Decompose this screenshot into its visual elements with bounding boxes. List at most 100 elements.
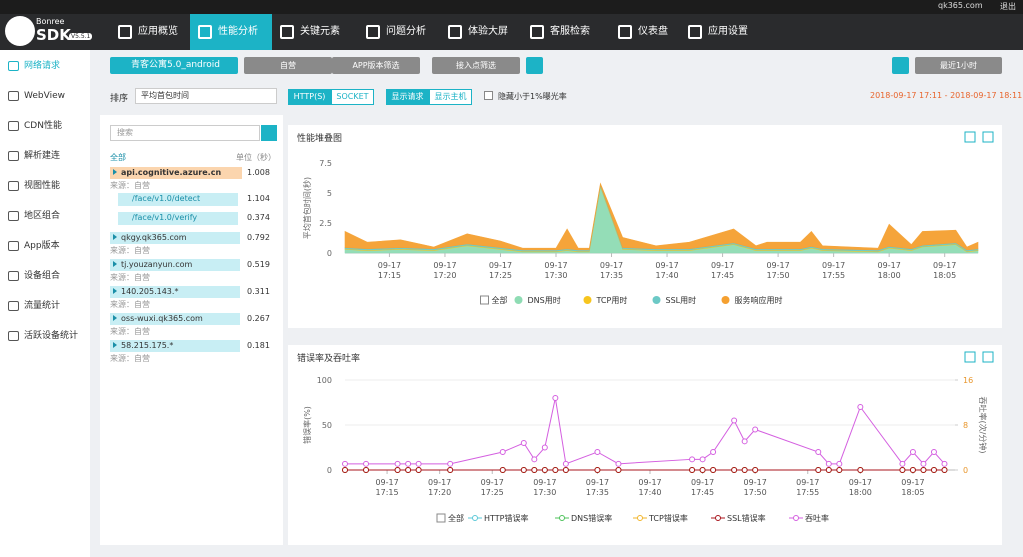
point <box>689 467 696 473</box>
sidebar-item[interactable]: 流量统计 <box>0 295 90 317</box>
sort-select[interactable]: 平均首包时间 <box>135 88 277 104</box>
sidebar-item[interactable]: 视图性能 <box>0 175 90 197</box>
x-tick-label: 09-17 17:15 <box>375 478 399 497</box>
search-button[interactable] <box>261 125 277 141</box>
list-item[interactable]: tj.youzanyun.com <box>110 259 240 271</box>
point <box>342 460 348 467</box>
point <box>520 440 527 446</box>
view[interactable]: 显示主机 <box>429 89 472 105</box>
nav-tab[interactable]: 性能分析 <box>190 14 272 50</box>
path-row[interactable] <box>118 193 238 206</box>
logout[interactable]: 退出 <box>1000 2 1016 11</box>
toolbar-button[interactable]: 自营 <box>244 57 332 74</box>
y-tick-label: 2.5 <box>319 219 332 228</box>
user[interactable]: qk365.com <box>938 1 983 10</box>
path-row[interactable] <box>118 212 238 225</box>
nav-tab[interactable]: 关键元素 <box>272 14 358 50</box>
list-all[interactable]: 全部 <box>110 153 126 162</box>
sidebar-item[interactable]: WebView <box>0 85 90 107</box>
sidebar-item[interactable]: 设备组合 <box>0 265 90 287</box>
chart-panel <box>288 125 1002 328</box>
app-select[interactable]: 青客公寓5.0_android <box>110 57 238 74</box>
path-name: /face/v1.0/verify <box>132 213 198 222</box>
tab-icon <box>280 25 294 39</box>
protocol[interactable]: HTTP(S) <box>288 89 331 105</box>
refresh-icon[interactable] <box>892 57 909 74</box>
legend-swatch <box>514 296 523 304</box>
expand-icon[interactable] <box>113 288 117 294</box>
sidebar-item[interactable]: App版本 <box>0 235 90 257</box>
expand-icon[interactable] <box>113 342 117 348</box>
path-name: /face/v1.0/detect <box>132 194 201 203</box>
tab-icon <box>688 25 702 39</box>
x-tick-label: 09-17 17:40 <box>638 478 662 497</box>
sidebar-item[interactable]: 网络请求 <box>0 55 90 77</box>
nav-tab[interactable]: 客服检索 <box>522 14 610 50</box>
point <box>941 460 948 467</box>
x-tick-label: 09-17 18:05 <box>901 478 925 497</box>
sidebar-item[interactable]: 活跃设备统计 <box>0 325 90 347</box>
point <box>405 467 412 473</box>
point <box>930 449 937 455</box>
sidebar-item[interactable]: 解析建连 <box>0 145 90 167</box>
protocol[interactable]: SOCKET <box>331 89 374 105</box>
legend-label: SSL用时 <box>666 295 697 305</box>
point <box>899 467 906 473</box>
point <box>836 467 843 473</box>
point <box>909 449 916 455</box>
expand-icon[interactable] <box>113 261 117 267</box>
filter-icon[interactable] <box>526 57 543 74</box>
y-tick-label: 5 <box>327 189 332 198</box>
tab-label: 性能分析 <box>218 26 258 37</box>
x-tick-label: 09-17 17:50 <box>743 478 767 497</box>
sidebar-item[interactable]: 地区组合 <box>0 205 90 227</box>
list-item[interactable]: qkgy.qk365.com <box>110 232 240 244</box>
expand-icon[interactable] <box>113 315 117 321</box>
logo-icon <box>5 16 35 46</box>
point <box>405 460 412 467</box>
x-tick-label: 09-17 17:50 <box>766 261 790 280</box>
nav-tab[interactable]: 应用设置 <box>680 14 756 50</box>
range-button[interactable]: 最近1小时 <box>915 57 1002 74</box>
host-source: 来源：自营 <box>110 354 150 363</box>
view[interactable]: 显示请求 <box>386 89 429 105</box>
sidebar-icon <box>8 301 19 311</box>
brand: Bonree <box>36 17 65 26</box>
chart-panel <box>288 345 1002 545</box>
y2-tick-label: 0 <box>963 466 968 475</box>
nav-tab[interactable]: 体验大屏 <box>440 14 522 50</box>
toolbar-button[interactable]: 接入点筛选 <box>432 57 520 74</box>
expand-icon[interactable] <box>113 234 117 240</box>
point <box>920 467 927 473</box>
x-tick-label: 09-17 17:45 <box>710 261 735 280</box>
legend-swatch <box>472 515 478 521</box>
point <box>415 467 422 473</box>
point <box>615 467 622 473</box>
list-item[interactable]: oss-wuxi.qk365.com <box>110 313 240 325</box>
path-value: 0.374 <box>247 213 270 222</box>
checkbox[interactable] <box>484 91 493 100</box>
x-tick-label: 09-17 17:35 <box>599 261 624 280</box>
sidebar-icon <box>8 181 19 191</box>
point <box>531 467 538 473</box>
nav-tab[interactable]: 问题分析 <box>358 14 440 50</box>
host-value: 0.792 <box>247 233 270 242</box>
search-box[interactable]: 搜索 <box>110 125 260 141</box>
date-range: 2018-09-17 17:11 - 2018-09-17 18:11 <box>870 91 1023 100</box>
list-item[interactable]: api.cognitive.azure.cn <box>110 167 242 179</box>
tab-icon <box>618 25 632 39</box>
list-item[interactable]: 58.215.175.* <box>110 340 240 352</box>
sidebar-label: App版本 <box>24 241 60 251</box>
toolbar-button[interactable]: APP版本筛选 <box>332 57 420 74</box>
line <box>345 397 945 465</box>
nav-tab[interactable]: 仪表盘 <box>610 14 680 50</box>
sidebar-item[interactable]: CDN性能 <box>0 115 90 137</box>
sidebar-label: 解析建连 <box>24 151 61 161</box>
sidebar-label: CDN性能 <box>24 121 62 131</box>
area <box>344 182 979 251</box>
nav-tab[interactable]: 应用概览 <box>110 14 190 50</box>
x-tick-label: 09-17 17:20 <box>433 261 457 280</box>
list-item[interactable]: 140.205.143.* <box>110 286 240 298</box>
expand-icon[interactable] <box>113 169 117 175</box>
